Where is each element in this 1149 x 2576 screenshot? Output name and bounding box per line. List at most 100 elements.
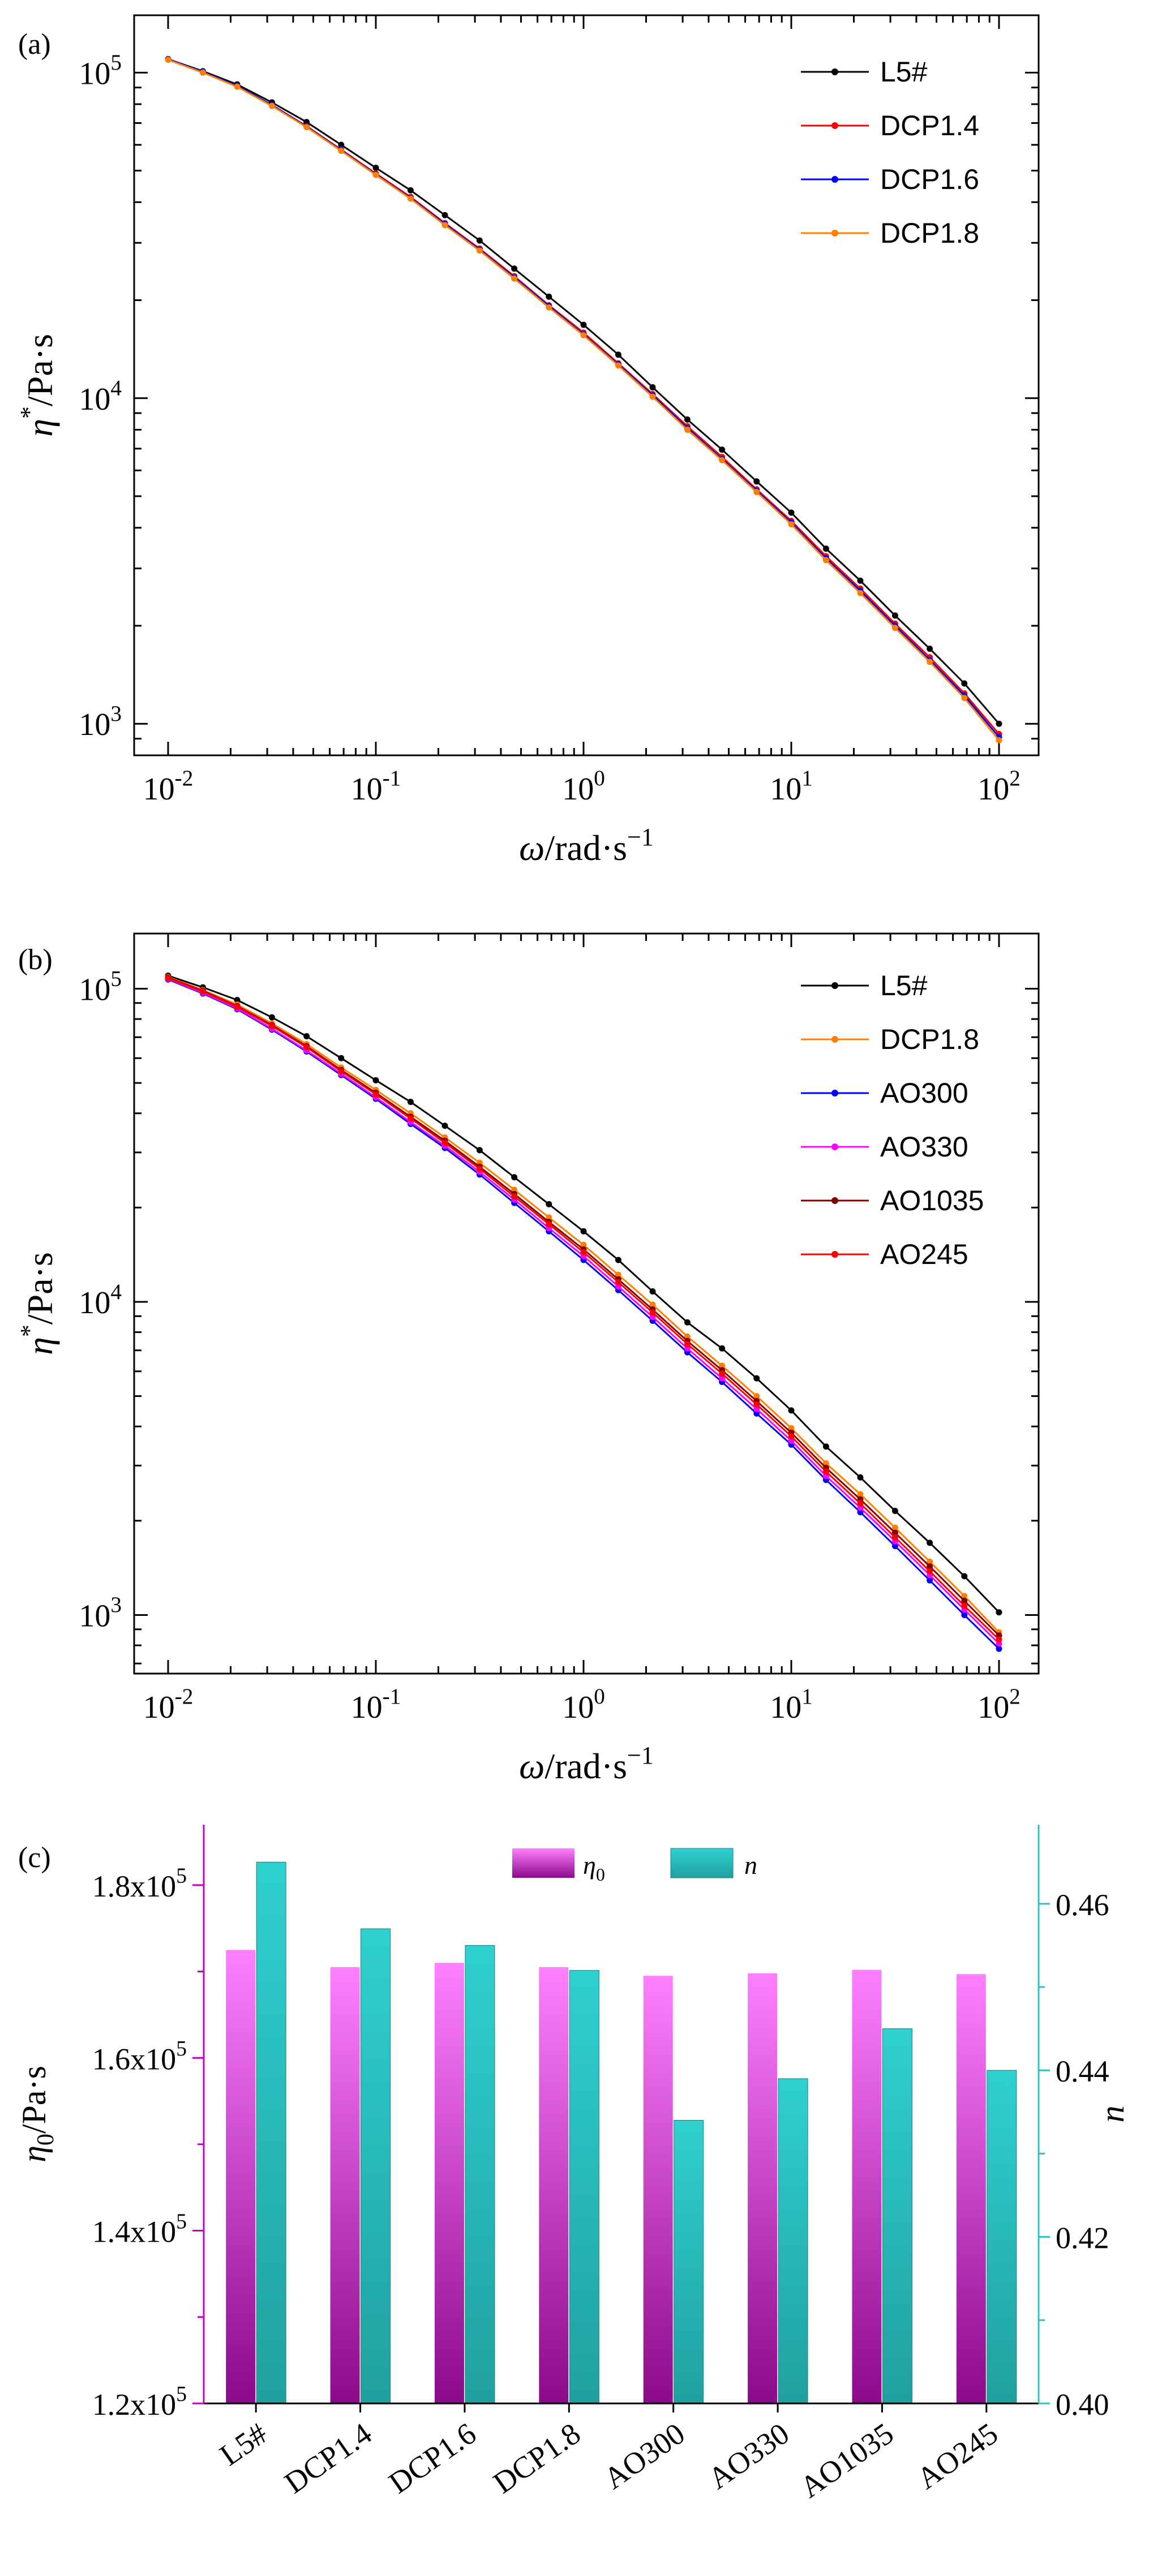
bar-n (569, 1970, 599, 2404)
x-axis-sup: −1 (627, 1741, 654, 1769)
data-point (961, 1611, 968, 1618)
data-point (615, 1257, 621, 1263)
y-axis-symbol: η (15, 2145, 53, 2162)
series-1 (165, 974, 1002, 1636)
data-point (891, 1524, 898, 1531)
data-point (684, 1341, 691, 1348)
x-tick-label-exp: -1 (383, 1684, 401, 1709)
bar-n (674, 2120, 704, 2404)
panel-2: (c) L5# DCP1.4 DCP1.6 DCP1.8 AO300 AO330AO1035… (15, 1825, 1131, 2505)
data-point (580, 332, 587, 339)
data-point (268, 1022, 275, 1029)
data-point (857, 1474, 864, 1481)
data-point (891, 625, 898, 631)
data-point (303, 1044, 310, 1051)
data-point (927, 1558, 933, 1565)
x-tick-label: 10-2 (143, 766, 194, 807)
series-line (168, 978, 1000, 1645)
data-point (615, 1271, 621, 1278)
bar-n (987, 2070, 1017, 2404)
x-tick-label: AO300 (598, 2416, 691, 2496)
data-point (338, 141, 345, 148)
x-axis-label: ω/rad·s−1 (519, 823, 654, 868)
data-point (372, 1091, 379, 1098)
legend-marker (831, 1197, 838, 1204)
y-tick-label: 1.2x105 (92, 2383, 187, 2422)
x-tick-label: AO245 (911, 2416, 1004, 2496)
y-axis-unit: /Pa·s (20, 334, 60, 406)
data-point (719, 1345, 726, 1352)
bar-n (465, 1945, 495, 2404)
y-tick-label-base: 10 (79, 972, 110, 1007)
bar-eta0 (226, 1950, 256, 2403)
y-tick-label-exp: 5 (110, 966, 122, 991)
data-point (719, 1375, 726, 1382)
legend-label: L5# (880, 970, 928, 1001)
series-line (168, 976, 1000, 1633)
y-tick-label-base: 1.6x10 (92, 2042, 177, 2076)
data-point (927, 659, 933, 665)
x-tick-label: AO330 (702, 2416, 795, 2496)
x-tick-label-base: 10 (977, 1690, 1009, 1725)
legend-label: AO1035 (880, 1185, 984, 1216)
data-point (268, 102, 275, 109)
y-tick-label: 1.6x105 (92, 2037, 187, 2076)
data-point (234, 997, 241, 1004)
y-tick-label-base: 10 (79, 56, 110, 91)
y2-tick-label: 0.46 (1056, 1888, 1109, 1922)
data-point (857, 590, 864, 596)
data-point (684, 1333, 691, 1340)
x-tick-label-exp: -2 (175, 766, 194, 790)
panel-1: (b)10-2 10-1 100 101 102103104105ω/rad·s−1η*… (15, 932, 1040, 1786)
x-tick-label: 100 (562, 766, 605, 807)
data-point (580, 1228, 587, 1235)
series-line (168, 58, 1000, 738)
y-axis-symbol: η (20, 419, 60, 437)
plot-frame (133, 14, 1040, 756)
x-tick-label-exp: 0 (594, 766, 605, 790)
series-0 (165, 56, 1002, 727)
data-point (649, 384, 656, 391)
x-tick-label-base: 10 (977, 772, 1009, 807)
data-point (476, 237, 483, 244)
y2-tick-label: 0.40 (1056, 2388, 1109, 2422)
legend-label: DCP1.8 (880, 1023, 979, 1055)
panel-label: (b) (18, 944, 53, 976)
data-point (788, 1438, 795, 1444)
legend-label: AO300 (880, 1077, 968, 1109)
series-1 (165, 56, 1002, 737)
y-tick-label-exp: 3 (110, 702, 122, 726)
plot-frame (133, 932, 1040, 1675)
bar-eta0 (434, 1963, 464, 2403)
data-point (891, 1543, 898, 1550)
data-point (199, 988, 206, 995)
data-point (961, 695, 968, 702)
x-tick-label: DCP1.6 (383, 2416, 482, 2500)
x-tick-label-base: 10 (143, 1690, 175, 1725)
data-point (234, 83, 241, 90)
x-tick-label-base: 10 (770, 1690, 801, 1725)
y-tick-label-exp: 5 (110, 50, 122, 75)
bar-eta0 (330, 1967, 360, 2403)
data-point (857, 1500, 864, 1507)
data-point (199, 69, 206, 76)
x-tick-label: 10-1 (351, 1684, 401, 1725)
x-tick-label: AO1035 (794, 2416, 900, 2505)
x-tick-label: 101 (770, 766, 813, 807)
data-point (753, 1401, 760, 1408)
data-point (961, 1573, 968, 1580)
bar-n (882, 2028, 912, 2404)
y-tick-label: 103 (79, 702, 122, 742)
x-tick-label-base: 10 (143, 772, 175, 807)
data-point (996, 737, 1002, 743)
x-tick-label-exp: 2 (1009, 766, 1021, 790)
x-axis-label: ω/rad·s−1 (519, 1741, 654, 1786)
data-point (719, 457, 726, 463)
data-point (476, 247, 483, 254)
legend-label: DCP1.4 (880, 110, 979, 141)
data-point (961, 1602, 968, 1609)
data-point (441, 212, 448, 218)
series-4 (165, 974, 1002, 1639)
y-tick-label-base: 10 (79, 1598, 110, 1633)
data-point (788, 1425, 795, 1431)
